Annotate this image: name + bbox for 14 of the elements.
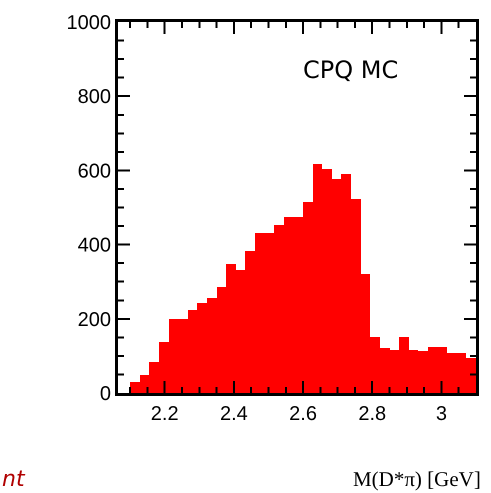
x-tick-label: 2.2 xyxy=(150,403,179,425)
x-tick-label: 2.4 xyxy=(220,403,248,425)
y-tick-label: 400 xyxy=(78,234,111,257)
x-tick-label: 2.8 xyxy=(358,403,386,425)
y-tick-label: 0 xyxy=(100,383,111,405)
y-tick-label: 200 xyxy=(78,308,111,331)
y-tick-label: 800 xyxy=(78,86,111,108)
x-tick-label: 3 xyxy=(436,403,447,425)
x-axis-title: M(D*π) [GeV] xyxy=(353,467,481,491)
annotation: CPQ MC xyxy=(303,56,398,84)
text: nt xyxy=(2,467,26,492)
y-tick-label: 600 xyxy=(78,160,111,182)
x-tick-label: 2.6 xyxy=(289,403,317,425)
y-tick-label: 1000 xyxy=(66,12,111,34)
